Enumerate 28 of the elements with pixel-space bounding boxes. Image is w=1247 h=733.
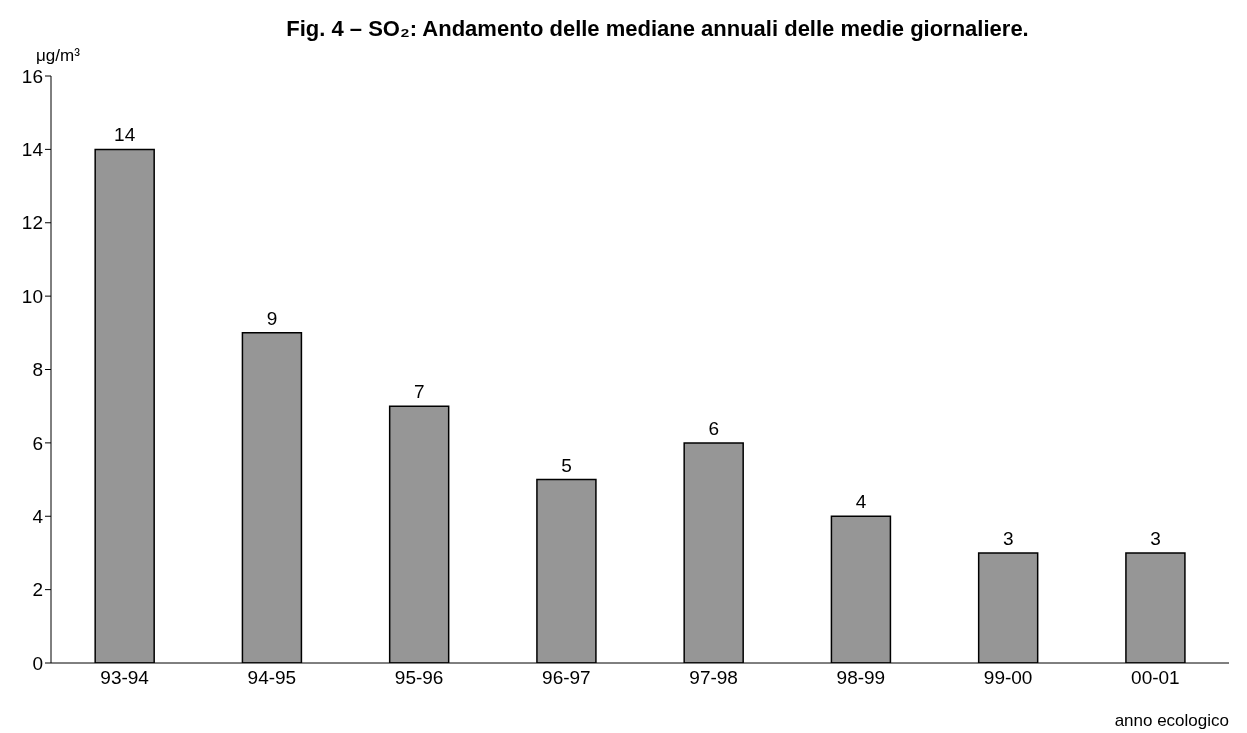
x-tick-label: 93-94 — [100, 667, 150, 689]
y-tick-label: 4 — [32, 505, 44, 527]
chart-title: Fig. 4 – SO₂: Andamento delle mediane annuali delle medie giornaliere. — [285, 16, 1030, 42]
y-tick-label: 2 — [32, 579, 43, 601]
data-label: 9 — [266, 307, 278, 329]
y-tick-label: 14 — [21, 139, 44, 161]
data-label: 5 — [561, 454, 572, 476]
y-tick-label: 10 — [21, 285, 43, 307]
x-axis-title: anno ecologico — [1114, 711, 1229, 731]
y-tick-label: 16 — [21, 65, 43, 87]
y-tick-label: 6 — [32, 432, 43, 454]
data-label: 4 — [855, 491, 867, 513]
data-label: 3 — [1150, 527, 1161, 549]
data-label: 6 — [708, 417, 719, 439]
y-axis-title: μg/m³ — [36, 46, 80, 66]
data-label: 3 — [1002, 527, 1014, 549]
x-tick-label: 94-95 — [247, 667, 297, 689]
y-tick-label: 12 — [21, 212, 43, 234]
x-tick-label: 95-96 — [394, 667, 444, 689]
x-tick-label: 96-97 — [542, 667, 591, 689]
data-label: 14 — [114, 124, 136, 146]
data-label: 7 — [413, 381, 425, 403]
x-tick-label: 99-00 — [983, 667, 1033, 689]
x-tick-label: 98-99 — [836, 667, 886, 689]
x-tick-label: 00-01 — [1131, 667, 1180, 689]
x-tick-label: 97-98 — [689, 667, 738, 689]
y-tick-label: 0 — [32, 652, 43, 674]
y-tick-label: 8 — [32, 359, 43, 381]
